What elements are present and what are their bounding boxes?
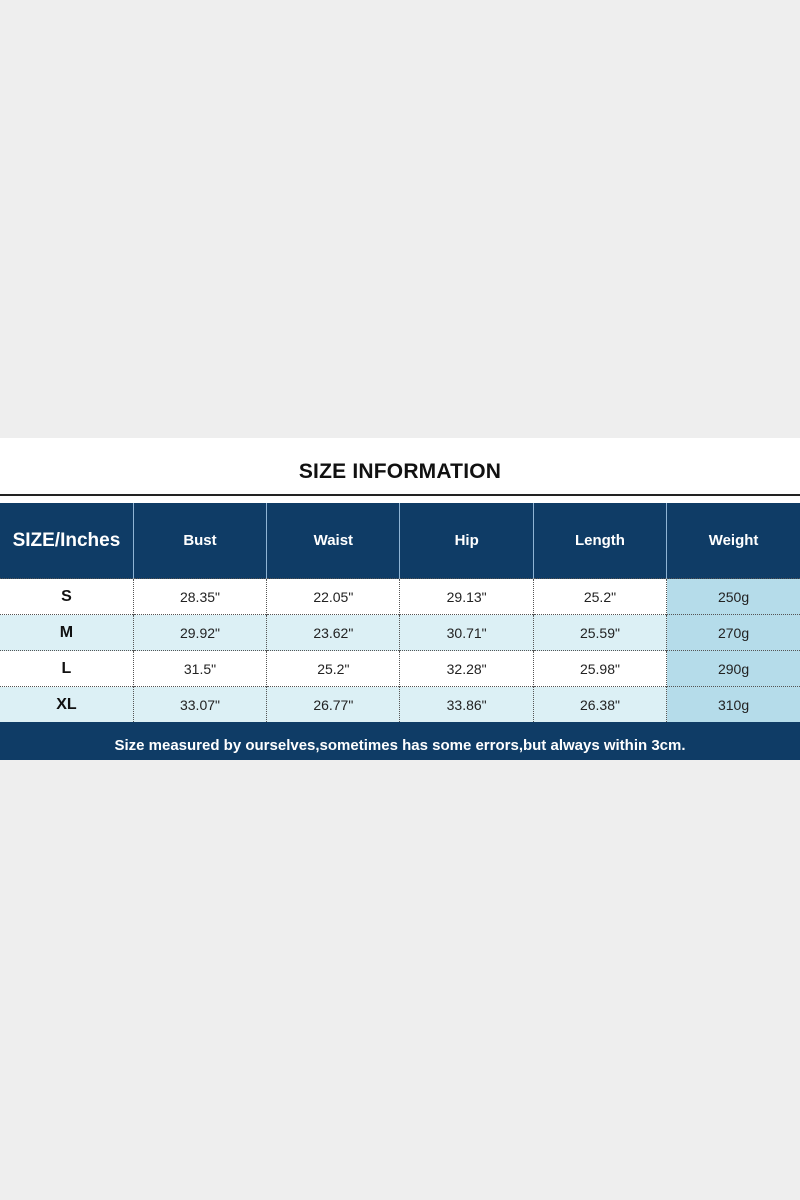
table-cell: 28.35" [132, 578, 267, 615]
table-cell: 33.86" [399, 686, 534, 722]
table-cell: 25.98" [532, 650, 667, 687]
table-row: S 28.35" 22.05" 29.13" 25.2" 250g [0, 578, 800, 615]
table-cell: 25.2" [266, 650, 400, 687]
size-table: SIZE/Inches Bust Waist Hip Length Weight… [0, 503, 800, 722]
column-header: Hip [399, 503, 534, 579]
column-header: SIZE/Inches [0, 503, 134, 579]
column-header: Waist [266, 503, 400, 579]
table-cell: 31.5" [132, 650, 267, 687]
table-header-row: SIZE/Inches Bust Waist Hip Length Weight [0, 503, 800, 579]
table-cell: 25.2" [532, 578, 667, 615]
table-cell: 22.05" [266, 578, 400, 615]
column-header: Weight [666, 503, 800, 579]
title-divider [0, 494, 800, 496]
table-cell: 26.77" [266, 686, 400, 722]
table-cell: 29.92" [132, 614, 267, 651]
size-label: M [0, 614, 134, 651]
table-row: L 31.5" 25.2" 32.28" 25.98" 290g [0, 650, 800, 687]
table-cell: 270g [666, 614, 800, 651]
table-cell: 32.28" [399, 650, 534, 687]
size-disclaimer: Size measured by ourselves,sometimes has… [0, 722, 800, 760]
table-row: XL 33.07" 26.77" 33.86" 26.38" 310g [0, 686, 800, 722]
table-cell: 250g [666, 578, 800, 615]
table-cell: 33.07" [132, 686, 267, 722]
chart-title: SIZE INFORMATION [298, 460, 502, 483]
size-label: L [0, 650, 134, 687]
size-label: S [0, 578, 134, 615]
table-cell: 30.71" [399, 614, 534, 651]
table-cell: 29.13" [399, 578, 534, 615]
size-label: XL [0, 686, 134, 722]
table-cell: 290g [666, 650, 800, 687]
table-row: M 29.92" 23.62" 30.71" 25.59" 270g [0, 614, 800, 651]
table-cell: 23.62" [266, 614, 400, 651]
column-header: Length [532, 503, 667, 579]
table-cell: 25.59" [532, 614, 667, 651]
column-header: Bust [132, 503, 267, 579]
table-cell: 26.38" [532, 686, 667, 722]
table-cell: 310g [666, 686, 800, 722]
